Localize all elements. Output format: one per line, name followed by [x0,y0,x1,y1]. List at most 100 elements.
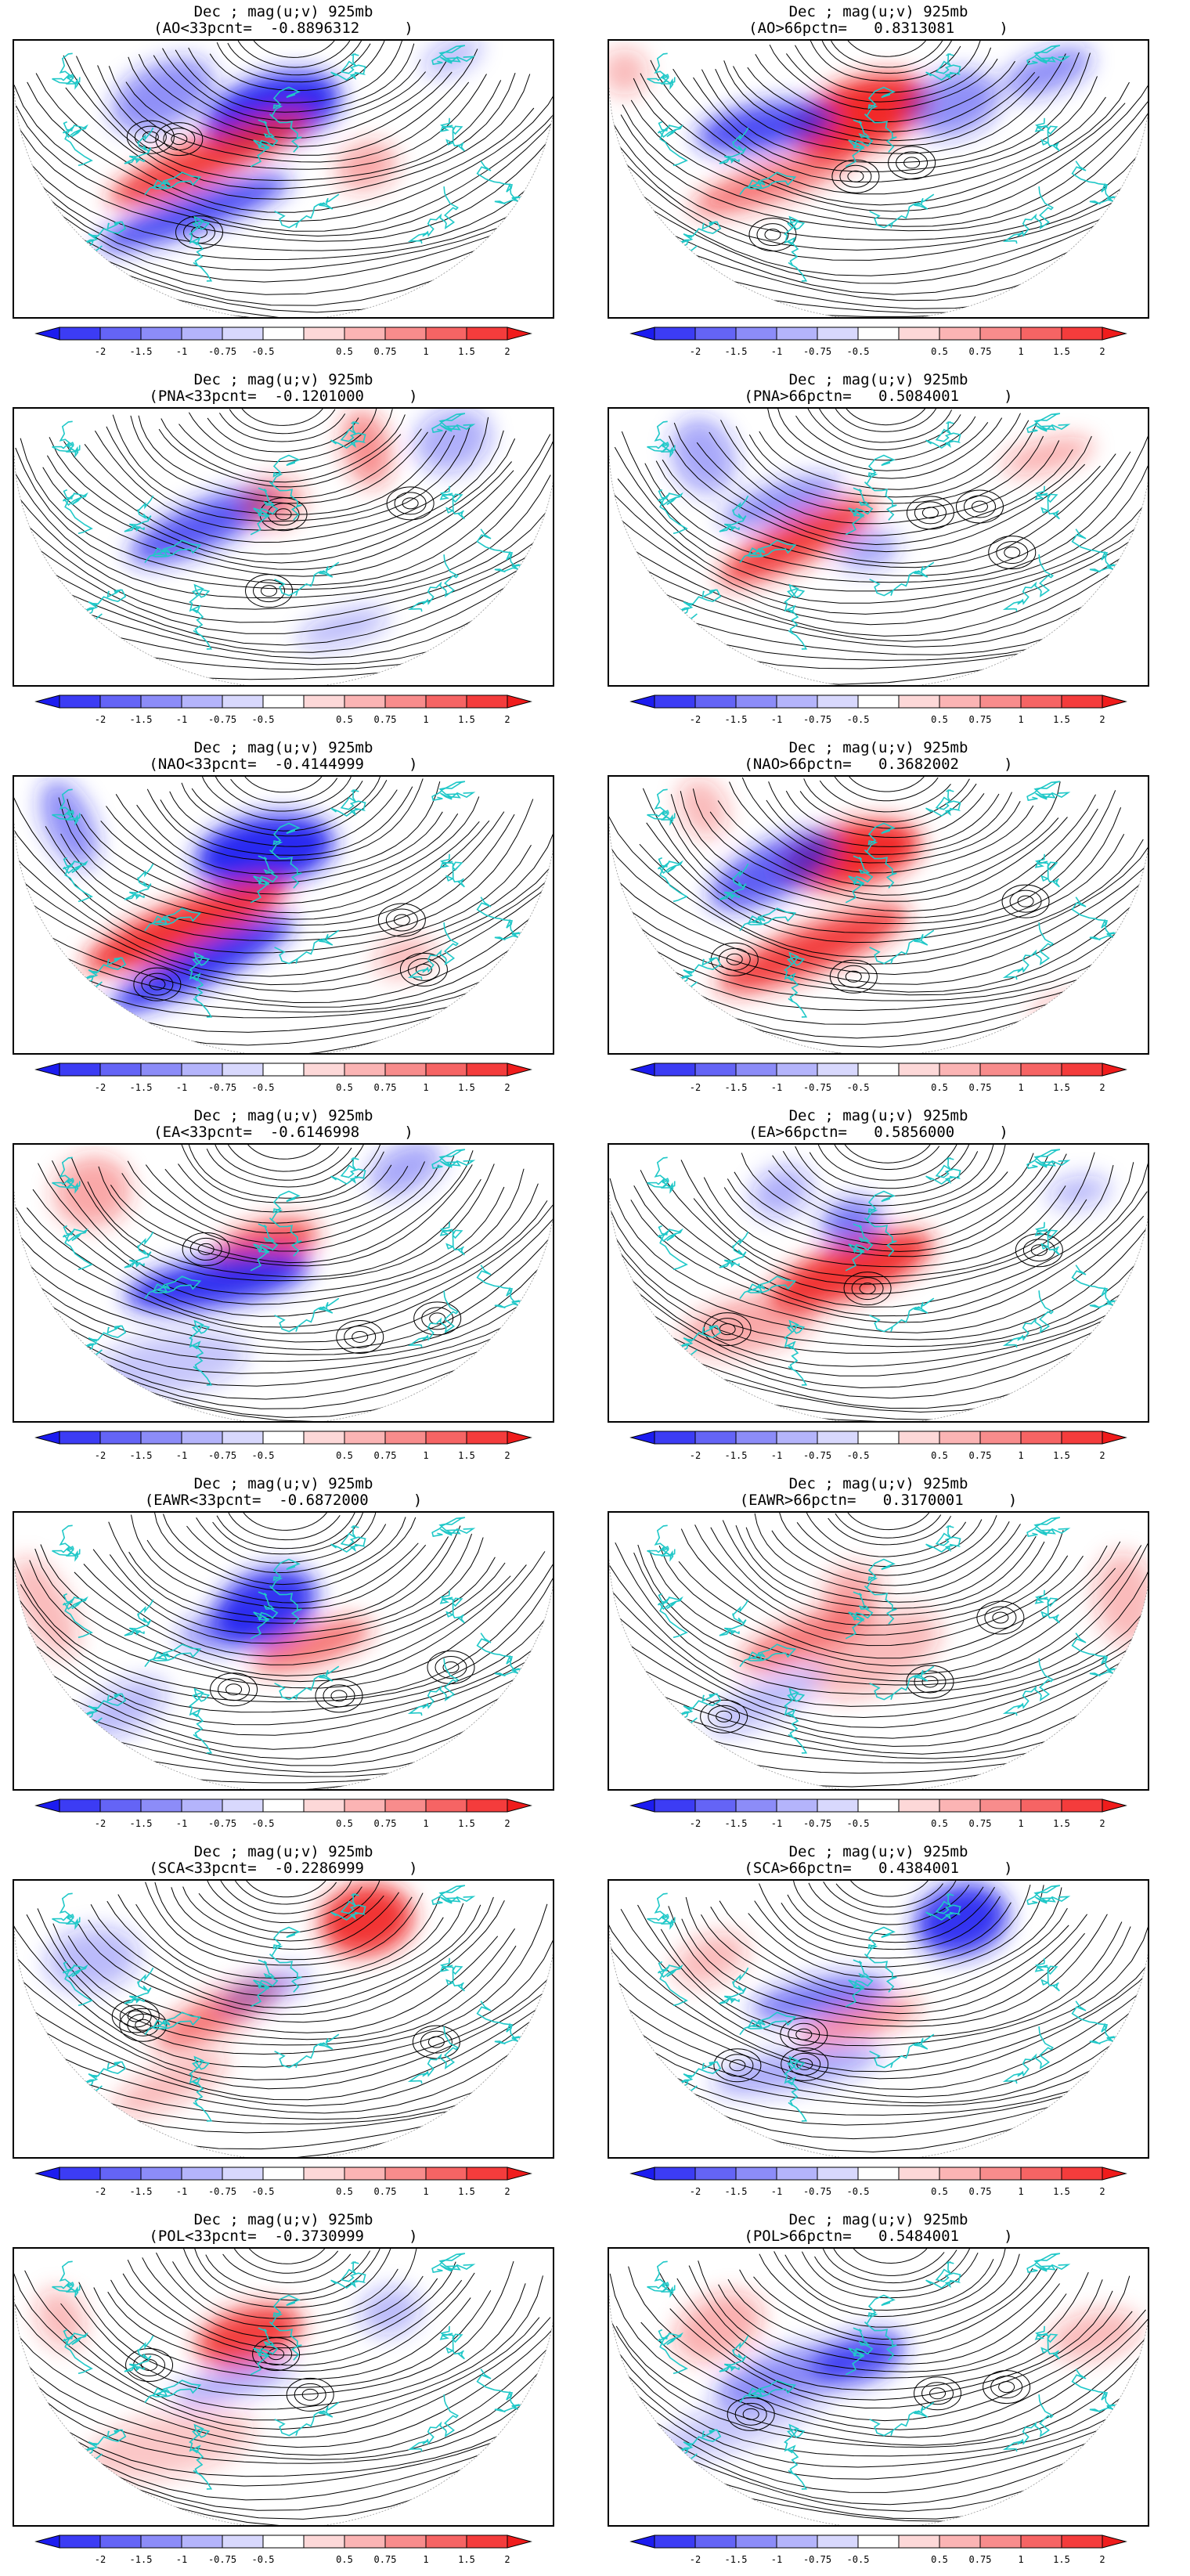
streamline [727,2268,1058,2357]
colorbar-bin [776,2167,818,2181]
colorbar-tick-label: -2 [94,346,106,357]
eddy-streamline [399,952,448,987]
coastline [676,1693,722,1725]
map-panel: Dec ; mag(u;v) 925mb (EAWR>66pctn= 0.317… [597,1472,1160,1840]
negative-anomaly [751,1166,812,1218]
colorbar-tick-label: 1 [1018,1818,1024,1829]
colorbar [629,327,1127,341]
panel-title-line1: Dec ; mag(u;v) 925mb [193,3,373,20]
streamline [14,441,553,653]
streamline [609,2312,1148,2522]
colorbar-tick-label: -0.5 [251,1082,275,1093]
colorbar-tick-label: -0.75 [802,1450,832,1461]
colorbar-bin [857,695,900,709]
streamline [14,803,553,993]
coastline [250,1591,279,1640]
eddy-streamline [729,2059,746,2072]
streamline [233,2249,339,2274]
positive-anomaly [691,148,856,215]
colorbar-tick-label: -0.5 [846,2554,870,2565]
colorbar-tick-label: 0.5 [336,1818,353,1829]
hemisphere-map [14,777,553,1053]
streamline [34,1548,527,1683]
colorbar-bin [384,695,427,709]
eddy-streamline [218,1678,251,1701]
coastline [476,1265,525,1309]
colorbar-tick-label: -2 [94,2186,106,2197]
negative-anomaly [81,1678,167,1739]
eddy-streamline [1001,884,1050,918]
streamline [63,430,504,555]
coastline [476,897,525,941]
streamline [617,462,1148,604]
streamline [14,1196,553,1409]
streamline [609,2272,1148,2457]
colorbar-bin [979,1799,1022,1813]
colorbar-bin [979,695,1022,709]
colorbar-tick-label: 2 [504,2554,510,2565]
panel-title-line2: (NAO<33pcnt= -0.4144999 ) [149,756,418,773]
coastline [274,1665,340,1701]
eddy-streamline [1030,1244,1048,1257]
colorbar-bin [140,695,182,709]
colorbar-tick-label: -1.5 [129,714,153,725]
streamline [823,1881,958,1915]
eddy-streamline [748,218,797,252]
colorbar-max-arrow [1102,327,1127,341]
streamline [748,1885,1044,1978]
streamline [660,1921,1123,2039]
coastline [925,1524,961,1553]
coastline [189,583,213,650]
streamline [196,1513,377,1564]
coastline [274,561,340,597]
streamline [844,777,929,792]
coastline [124,1231,154,1268]
colorbar-tick-label: 1 [423,1450,429,1461]
streamline [819,41,953,74]
colorbar-tick-label: 0.5 [336,2186,353,2197]
colorbar-tick-label: -1 [175,714,188,725]
streamline [741,1153,1034,1236]
panel-title-line2: (POL<33pcnt= -0.3730999 ) [149,2228,418,2245]
streamline [115,794,443,884]
colorbar-bin [694,2535,737,2549]
eddy-streamline [175,215,224,250]
colorbar-bin [344,1799,386,1813]
map-boundary [609,1191,1148,1421]
colorbar-tick-label: -0.75 [802,1082,832,1093]
streamline [609,125,1148,317]
streamline [609,1562,1148,1719]
coastline [431,1149,476,1170]
colorbar-bin [140,2167,182,2181]
streamline [609,456,1148,685]
colorbar-tick-label: -0.5 [251,1450,275,1461]
coastline [124,495,154,532]
streamline [609,105,1148,276]
streamline [820,2249,957,2284]
streamline [78,1900,505,2023]
panel-title-line2: (AO>66pctn= 0.8313081 ) [748,20,1008,37]
streamline [207,417,359,453]
coastline [189,1319,213,1386]
coastline [784,1319,808,1386]
map-boundary [609,823,1148,1053]
colorbar-bin [1020,327,1062,341]
streamline [692,788,1068,902]
eddy-streamline [149,978,166,990]
streamline [673,68,1098,183]
streamline [14,1917,553,2134]
colorbar-bin [857,1799,900,1813]
streamline [637,1904,1131,2047]
streamline [110,1150,474,1264]
eddy-streamline [976,1600,1025,1635]
colorbar-max-arrow [507,1799,532,1813]
coastline [1071,2001,1120,2045]
coastline [407,186,459,244]
colorbar-bin [222,2167,264,2181]
negative-anomaly [195,814,334,888]
streamline [741,777,1021,864]
streamline [14,799,553,977]
eddy-streamline [182,1232,230,1266]
colorbar-bin [425,327,467,341]
colorbar-bin [817,1799,859,1813]
